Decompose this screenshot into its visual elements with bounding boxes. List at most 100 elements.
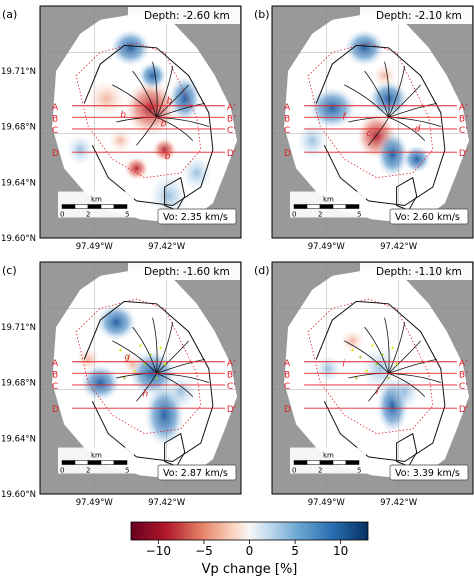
profile-label-left: A xyxy=(52,359,59,369)
fault-line-4 xyxy=(388,66,406,118)
latitude-label: 19.64°N xyxy=(1,434,36,444)
fault-line-3 xyxy=(384,317,390,374)
depth-title: Depth: -2.10 km xyxy=(376,10,462,22)
fault-line-6 xyxy=(388,103,437,118)
fault-line-3 xyxy=(152,61,158,118)
scalebar-unit: km xyxy=(323,452,334,460)
seismic-event-8 xyxy=(155,376,158,380)
anomaly-letter-b: b xyxy=(167,96,173,106)
scalebar-segment-5 xyxy=(345,204,360,209)
anomaly-blob-2 xyxy=(86,80,127,118)
profile-label-right: A' xyxy=(227,359,236,369)
vo-box xyxy=(389,208,469,225)
profile-label-right: C' xyxy=(459,382,468,392)
scalebar-tick: 0 xyxy=(60,467,64,475)
depth-title: Depth: -2.60 km xyxy=(144,10,230,22)
latitude-label: 19.68°N xyxy=(1,123,36,133)
fault-line-5 xyxy=(388,340,421,374)
scalebar-segment-1 xyxy=(61,460,76,465)
seismic-event-4 xyxy=(381,353,384,356)
longitude-label: 97.42°W xyxy=(380,242,418,252)
longitude-label: 97.49°W xyxy=(76,498,114,508)
seismic-event-2 xyxy=(359,355,362,359)
fault-line-9 xyxy=(388,373,426,397)
seismic-event-2 xyxy=(127,355,130,359)
fault-line-4 xyxy=(156,66,174,118)
vo-value: Vo: 2.87 km/s xyxy=(163,468,228,479)
profile-label-left: B xyxy=(284,370,290,380)
profile-label-right: B' xyxy=(227,114,236,124)
panel-frame xyxy=(271,261,474,495)
profile-label-left: C xyxy=(284,382,290,392)
scalebar-tick: 5 xyxy=(125,211,129,219)
anomaly-blob-3 xyxy=(124,80,177,136)
fault-line-6 xyxy=(156,359,205,374)
inner-crater xyxy=(164,176,186,211)
depth-title: Depth: -1.60 km xyxy=(144,266,230,278)
latitude-label: 19.71°N xyxy=(1,67,36,77)
vo-box xyxy=(157,208,237,225)
resolution-contour xyxy=(307,42,434,179)
fault-line-2 xyxy=(132,70,157,118)
resolution-contour xyxy=(75,42,202,179)
longitude-label: 97.49°W xyxy=(308,498,346,508)
scalebar-segment-5 xyxy=(113,204,128,209)
profile-label-left: D xyxy=(52,405,59,415)
inner-crater xyxy=(396,176,418,211)
fault-line-2 xyxy=(364,326,389,374)
longitude-label: 97.42°W xyxy=(148,498,186,508)
fault-line-4 xyxy=(388,322,406,374)
anomaly-blob-11 xyxy=(148,173,189,220)
profile-label-right: C' xyxy=(459,126,468,136)
profile-label-right: D' xyxy=(227,149,236,159)
scalebar-segment-4 xyxy=(332,460,347,465)
seismic-event-5 xyxy=(391,346,394,350)
profile-label-left: B xyxy=(52,370,58,380)
depth-box xyxy=(128,263,240,280)
scalebar-segment-2 xyxy=(306,204,321,209)
vo-value: Vo: 2.35 km/s xyxy=(163,212,228,223)
profile-label-left: D xyxy=(284,405,291,415)
scalebar-unit: km xyxy=(91,196,102,204)
fault-line-1 xyxy=(112,340,157,374)
latitude-label: 19.64°N xyxy=(1,178,36,188)
depth-box xyxy=(360,7,472,24)
profile-label-left: A xyxy=(284,103,291,113)
anomaly-blob-4 xyxy=(340,329,365,353)
fault-line-10 xyxy=(368,373,389,402)
scalebar-unit: km xyxy=(91,452,102,460)
map-body xyxy=(40,262,241,494)
anomaly-letter-b: b xyxy=(161,120,167,130)
colorbar-label: Vp change [%] xyxy=(202,562,298,577)
fault-line-6 xyxy=(388,359,437,374)
anomaly-letter-c: c xyxy=(366,129,371,139)
scalebar-segment-2 xyxy=(74,204,89,209)
scalebar-segment-3 xyxy=(319,460,334,465)
longitude-label: 97.49°W xyxy=(76,242,114,252)
anomaly-letter-i: i xyxy=(342,359,345,369)
fault-line-9 xyxy=(156,373,194,397)
anomaly-blob-8 xyxy=(372,64,397,88)
vo-value: Vo: 2.60 km/s xyxy=(395,212,460,223)
fault-line-5 xyxy=(388,84,421,118)
anomaly-letter-d: d xyxy=(415,124,421,134)
profile-label-right: D' xyxy=(227,405,236,415)
profile-label-right: C' xyxy=(227,126,236,136)
anomaly-blob-2 xyxy=(308,87,357,129)
fault-line-3 xyxy=(384,61,390,118)
profile-label-left: C xyxy=(52,382,58,392)
seismic-event-3 xyxy=(139,344,142,347)
fault-line-1 xyxy=(344,340,389,374)
fault-line-1 xyxy=(112,84,157,118)
panel-label: (d) xyxy=(254,264,270,277)
anomaly-blob-8 xyxy=(66,133,95,167)
colorbar-tick-label: 5 xyxy=(291,544,299,558)
profile-label-left: B xyxy=(52,114,58,124)
colorbar: −10 −5 0 5 10 Vp change [%] xyxy=(130,521,369,577)
seismic-event-9 xyxy=(163,362,166,366)
scalebar-tick: 0 xyxy=(292,467,296,475)
seismic-event-3 xyxy=(371,344,374,347)
profile-label-right: B' xyxy=(459,114,468,124)
colorbar-ramp xyxy=(130,521,369,541)
